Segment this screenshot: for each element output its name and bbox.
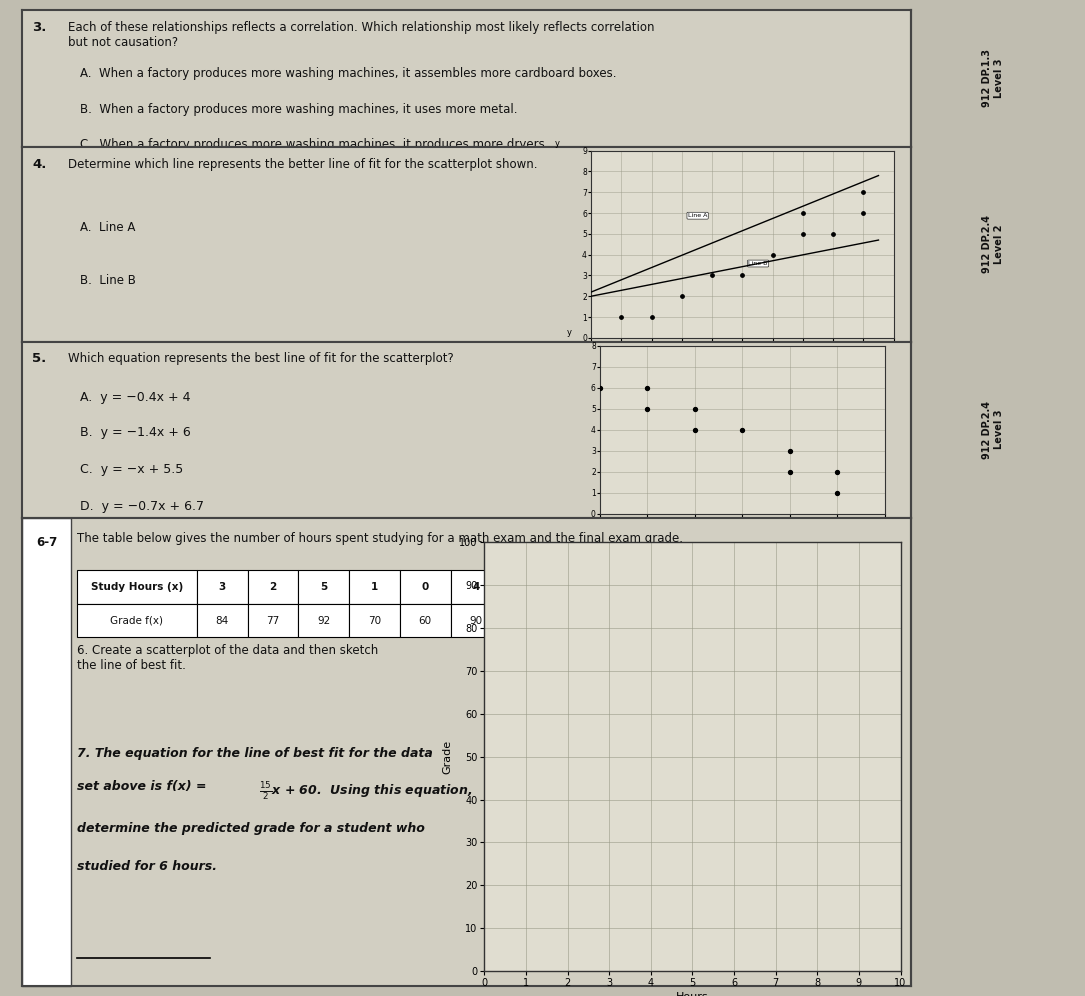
Point	[673, 288, 690, 304]
X-axis label: Hours
Studied: Hours Studied	[671, 992, 714, 996]
Point	[639, 379, 656, 395]
Point	[733, 421, 751, 437]
Text: 0: 0	[422, 582, 429, 592]
Text: $\frac{15}{2}$x + 60.  Using this equation,: $\frac{15}{2}$x + 60. Using this equatio…	[259, 780, 473, 802]
Point	[829, 485, 846, 501]
Bar	[399, 570, 450, 604]
Point	[643, 309, 661, 325]
Text: 90: 90	[470, 616, 483, 625]
Point	[781, 463, 799, 479]
Bar	[450, 570, 501, 604]
Point	[686, 421, 703, 437]
Point	[764, 247, 781, 263]
Text: 912 DP.1.3
Level 3: 912 DP.1.3 Level 3	[982, 49, 1004, 108]
Bar	[399, 604, 450, 637]
Text: Line A: Line A	[688, 213, 707, 218]
Text: A.  y = −0.4x + 4: A. y = −0.4x + 4	[79, 391, 190, 404]
Text: Grade f(x): Grade f(x)	[111, 616, 164, 625]
Text: Study Hours (x): Study Hours (x)	[91, 582, 183, 592]
Text: 4.: 4.	[33, 158, 47, 171]
Point	[639, 400, 656, 416]
Text: 70: 70	[368, 616, 381, 625]
Text: 2: 2	[269, 582, 277, 592]
Bar	[247, 604, 298, 637]
Text: 912 DP.2.4
Level 2: 912 DP.2.4 Level 2	[982, 215, 1004, 273]
Y-axis label: Grade: Grade	[442, 740, 452, 774]
Bar	[501, 570, 552, 604]
Text: B.  Line B: B. Line B	[79, 274, 136, 287]
Point	[703, 268, 720, 284]
Text: 6. Create a scatterplot of the data and then sketch
the line of best fit.: 6. Create a scatterplot of the data and …	[77, 644, 378, 672]
Point	[829, 463, 846, 479]
Text: 84: 84	[216, 616, 229, 625]
Text: Determine which line represents the better line of fit for the scatterplot shown: Determine which line represents the bett…	[68, 158, 537, 171]
Bar	[247, 570, 298, 604]
Text: 92: 92	[317, 616, 330, 625]
Text: 75: 75	[520, 616, 533, 625]
Text: determine the predicted grade for a student who: determine the predicted grade for a stud…	[77, 822, 424, 835]
Text: Line B: Line B	[749, 261, 768, 266]
Text: 1: 1	[371, 582, 378, 592]
Text: y: y	[554, 139, 560, 148]
Text: B.  y = −1.4x + 6: B. y = −1.4x + 6	[79, 426, 190, 439]
Point	[855, 205, 872, 221]
Bar	[349, 604, 399, 637]
Bar	[298, 604, 349, 637]
Text: Which equation represents the best line of fit for the scatterplot?: Which equation represents the best line …	[68, 353, 454, 366]
Bar	[501, 604, 552, 637]
Text: 3: 3	[523, 582, 531, 592]
Bar	[77, 604, 197, 637]
Text: The table below gives the number of hours spent studying for a math exam and the: The table below gives the number of hour…	[77, 532, 682, 545]
Point	[613, 309, 630, 325]
Text: 6-7: 6-7	[36, 536, 58, 549]
Point	[686, 400, 703, 416]
Text: 7. The equation for the line of best fit for the data: 7. The equation for the line of best fit…	[77, 747, 433, 760]
Point	[855, 184, 872, 200]
Bar	[77, 570, 197, 604]
Text: y: y	[566, 329, 572, 338]
Point	[794, 226, 812, 242]
Text: D.  y = −0.7x + 6.7: D. y = −0.7x + 6.7	[79, 500, 204, 513]
Text: C.  y = −x + 5.5: C. y = −x + 5.5	[79, 463, 182, 476]
Point	[733, 268, 751, 284]
Bar	[349, 570, 399, 604]
Text: 77: 77	[267, 616, 280, 625]
Point	[825, 226, 842, 242]
Text: 3.: 3.	[33, 21, 47, 34]
Point	[794, 205, 812, 221]
Bar	[197, 570, 247, 604]
Text: x: x	[890, 521, 894, 530]
Text: 5.: 5.	[33, 353, 47, 366]
Text: 4: 4	[472, 582, 480, 592]
Point	[591, 379, 609, 395]
Text: set above is f(x) =: set above is f(x) =	[77, 780, 210, 793]
Text: A.  Line A: A. Line A	[79, 221, 135, 234]
Bar	[22, 518, 71, 986]
Point	[781, 442, 799, 458]
Bar	[450, 604, 501, 637]
Text: C.  When a factory produces more washing machines, it produces more dryers.: C. When a factory produces more washing …	[79, 138, 548, 151]
Text: B.  When a factory produces more washing machines, it uses more metal.: B. When a factory produces more washing …	[79, 103, 518, 116]
Text: 912 DP.2.4
Level 3: 912 DP.2.4 Level 3	[982, 400, 1004, 459]
Text: Each of these relationships reflects a correlation. Which relationship most like: Each of these relationships reflects a c…	[68, 21, 654, 49]
Bar	[298, 570, 349, 604]
Text: 3: 3	[219, 582, 226, 592]
Text: A.  When a factory produces more washing machines, it assembles more cardboard b: A. When a factory produces more washing …	[79, 68, 616, 81]
Text: 60: 60	[419, 616, 432, 625]
Text: 5: 5	[320, 582, 328, 592]
Text: studied for 6 hours.: studied for 6 hours.	[77, 860, 217, 872]
Bar	[197, 604, 247, 637]
